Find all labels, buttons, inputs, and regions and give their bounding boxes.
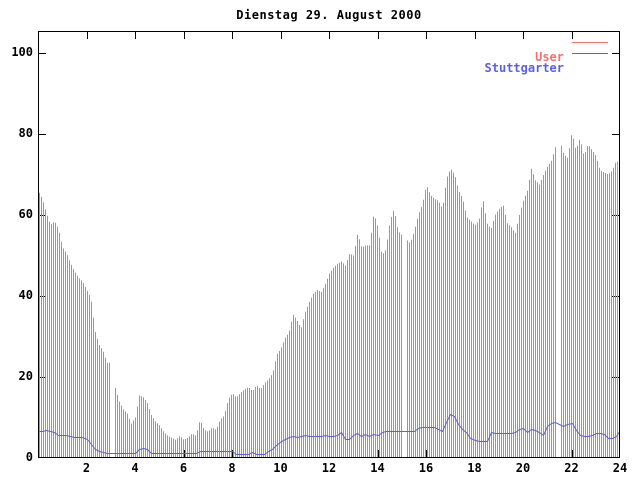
chart-title: Dienstag 29. August 2000 bbox=[236, 8, 422, 22]
x-tick-label: 2 bbox=[82, 461, 91, 475]
x-tick-label: 22 bbox=[564, 461, 579, 475]
y-tick-label: 100 bbox=[11, 45, 33, 59]
x-tick-label: 16 bbox=[418, 461, 434, 475]
x-tick-label: 18 bbox=[467, 461, 482, 475]
plot-border bbox=[38, 31, 620, 458]
x-tick-label: 12 bbox=[321, 461, 337, 475]
y-tick-label: 40 bbox=[18, 288, 33, 302]
x-tick-label: 8 bbox=[228, 461, 236, 475]
x-tick-label: 14 bbox=[370, 461, 385, 475]
x-tick-label: 6 bbox=[179, 461, 188, 475]
user-impulse-series bbox=[39, 135, 620, 458]
x-tick-label: 24 bbox=[612, 461, 628, 475]
y-tick-label: 80 bbox=[18, 126, 33, 140]
y-tick-label: 0 bbox=[25, 450, 33, 464]
legend-entry-stuttgarter: Stuttgarter bbox=[300, 47, 564, 75]
plot-canvas bbox=[38, 31, 621, 459]
x-tick-label: 4 bbox=[131, 461, 139, 475]
plot-area bbox=[38, 31, 621, 459]
legend-line-user bbox=[572, 42, 608, 43]
legend-line-stuttgarter bbox=[572, 53, 608, 54]
legend-label-user: User bbox=[535, 50, 564, 64]
legend-entry-user: User bbox=[300, 36, 564, 64]
x-tick-label: 20 bbox=[515, 461, 531, 475]
stuttgarter-line-series bbox=[38, 413, 621, 455]
y-tick-label: 20 bbox=[18, 369, 33, 383]
x-tick-label: 10 bbox=[273, 461, 288, 475]
legend-label-stuttgarter: Stuttgarter bbox=[484, 61, 564, 75]
y-tick-label: 60 bbox=[18, 207, 33, 221]
